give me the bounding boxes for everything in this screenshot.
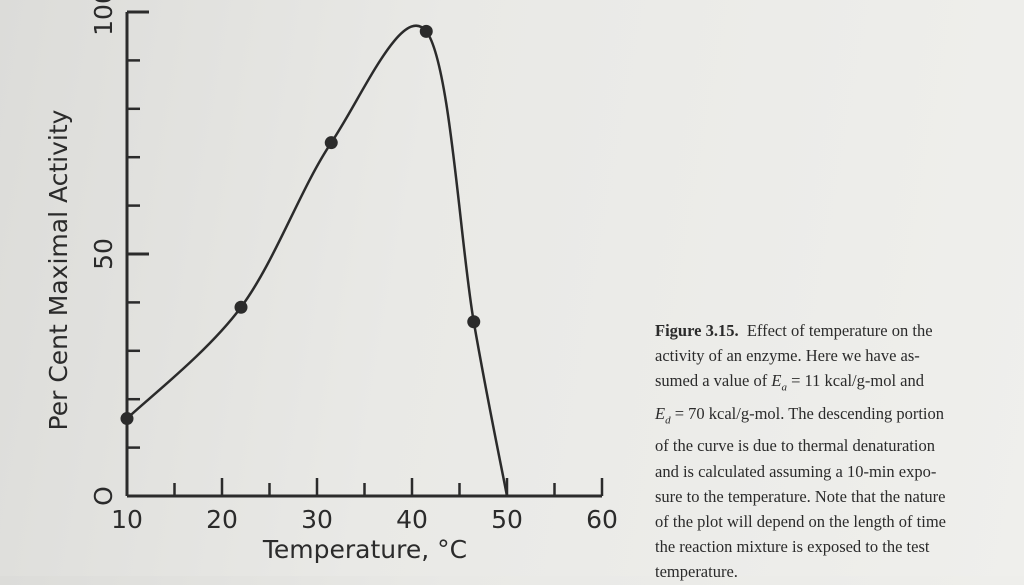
- y-tick-label: O: [89, 486, 118, 506]
- caption-text: activity of an enzyme. Here we have as-: [655, 346, 920, 366]
- caption: Figure 3.15. Effect of temperature on th…: [655, 318, 1015, 585]
- y-tick-label: 100: [89, 0, 118, 36]
- caption-line: the reaction mixture is exposed to the t…: [655, 534, 1015, 559]
- x-tick-label: 50: [491, 505, 523, 534]
- caption-line: and is calculated assuming a 10-min expo…: [655, 459, 1015, 484]
- caption-line: sumed a value of Ea = 11 kcal/g-mol and: [655, 368, 1015, 401]
- caption-text: sure to the temperature. Note that the n…: [655, 486, 946, 506]
- data-point: [120, 412, 134, 426]
- data-point: [419, 24, 433, 38]
- chart: Temperature, °C Per Cent Maximal Activit…: [44, 0, 618, 564]
- caption-line: of the plot will depend on the length of…: [655, 509, 1015, 534]
- caption-text: of the curve is due to thermal denaturat…: [655, 436, 935, 456]
- data-point: [234, 300, 248, 314]
- caption-text: E: [655, 403, 666, 423]
- caption-text: E: [771, 371, 782, 391]
- caption-text: Figure 3.15.: [655, 321, 739, 340]
- y-axis-label: Per Cent Maximal Activity: [44, 109, 73, 430]
- caption-text: = 11 kcal/g-mol and: [786, 371, 924, 391]
- caption-line: Ed = 70 kcal/g-mol. The descending porti…: [655, 401, 1015, 434]
- x-tick-label: 20: [206, 505, 238, 534]
- y-tick-label: 50: [89, 238, 118, 270]
- caption-text: and is calculated assuming a 10-min expo…: [655, 461, 937, 481]
- caption-text: d: [665, 414, 671, 427]
- caption-text: a: [781, 381, 787, 394]
- curve: [126, 24, 509, 497]
- caption-text: sumed a value of: [655, 371, 772, 391]
- data-point: [324, 136, 338, 150]
- caption-text: of the plot will depend on the length of…: [655, 512, 946, 532]
- x-tick-label: 30: [301, 505, 333, 534]
- caption-line: activity of an enzyme. Here we have as-: [655, 343, 1015, 368]
- caption-line: of the curve is due to thermal denaturat…: [655, 433, 1015, 458]
- x-tick-label: 60: [586, 505, 618, 534]
- caption-text: Effect of temperature on the: [738, 321, 933, 340]
- x-tick-label: 10: [111, 505, 143, 534]
- caption-line: temperature.: [655, 559, 1015, 584]
- caption-text: = 70 kcal/g-mol. The descending portion: [670, 403, 944, 423]
- caption-text: the reaction mixture is exposed to the t…: [655, 537, 930, 557]
- x-axis-label: Temperature, °C: [262, 535, 467, 564]
- caption-line: sure to the temperature. Note that the n…: [655, 484, 1015, 509]
- data-point: [467, 315, 481, 329]
- caption-text: temperature.: [655, 562, 738, 582]
- x-tick-label: 40: [396, 505, 428, 534]
- caption-line: Figure 3.15. Effect of temperature on th…: [655, 318, 1015, 343]
